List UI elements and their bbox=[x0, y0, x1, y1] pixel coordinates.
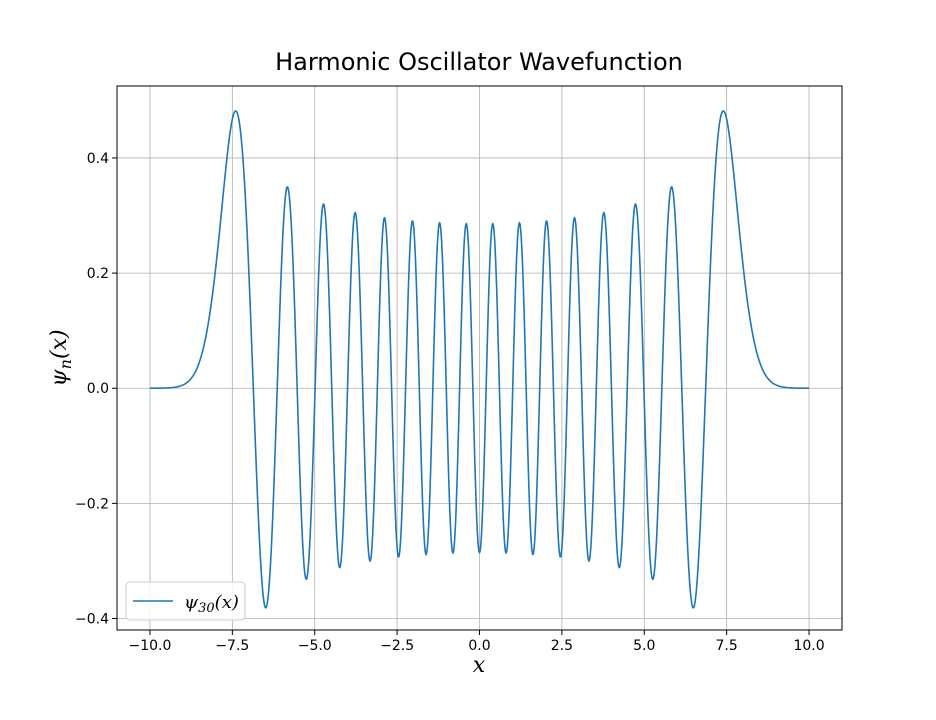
series-line-psi30 bbox=[149, 110, 810, 609]
legend-entry-psi30: ψ30(x) bbox=[184, 592, 239, 616]
x-tick-label: 5.0 bbox=[633, 638, 655, 654]
x-tick-label: 2.5 bbox=[551, 638, 573, 654]
y-axis-label-rest: (x) bbox=[47, 329, 72, 359]
x-axis-label: x bbox=[473, 653, 486, 678]
y-axis-ticks: −0.4 −0.2 0.0 0.2 0.4 bbox=[75, 151, 117, 627]
x-tick-label: −2.5 bbox=[380, 638, 414, 654]
x-tick-label: −7.5 bbox=[215, 638, 249, 654]
grid bbox=[117, 86, 842, 630]
y-tick-label: 0.4 bbox=[87, 151, 109, 167]
chart-title: Harmonic Oscillator Wavefunction bbox=[275, 48, 683, 76]
series-layer bbox=[149, 110, 810, 609]
y-axis-label-base: ψ bbox=[47, 369, 72, 387]
x-tick-label: −5.0 bbox=[298, 638, 332, 654]
legend-entry-rest: (x) bbox=[215, 592, 239, 613]
legend: ψ30(x) bbox=[125, 581, 246, 621]
x-axis-ticks: −10.0 −7.5 −5.0 −2.5 0.0 2.5 5.0 7.5 10.0 bbox=[129, 630, 825, 654]
x-tick-label: 7.5 bbox=[716, 638, 738, 654]
legend-entry-subscript: 30 bbox=[198, 601, 215, 616]
y-axis-label-subscript: n bbox=[56, 359, 75, 369]
legend-entry-base: ψ bbox=[184, 592, 199, 613]
legend-box bbox=[125, 581, 246, 621]
x-tick-label: 10.0 bbox=[793, 638, 824, 654]
x-tick-label: 0.0 bbox=[468, 638, 490, 654]
y-tick-label: −0.2 bbox=[75, 496, 109, 512]
y-axis-label: ψn(x) bbox=[47, 329, 75, 386]
y-tick-label: 0.2 bbox=[87, 266, 109, 282]
y-tick-label: 0.0 bbox=[87, 381, 109, 397]
y-tick-label: −0.4 bbox=[75, 611, 109, 627]
x-tick-label: −10.0 bbox=[129, 638, 172, 654]
